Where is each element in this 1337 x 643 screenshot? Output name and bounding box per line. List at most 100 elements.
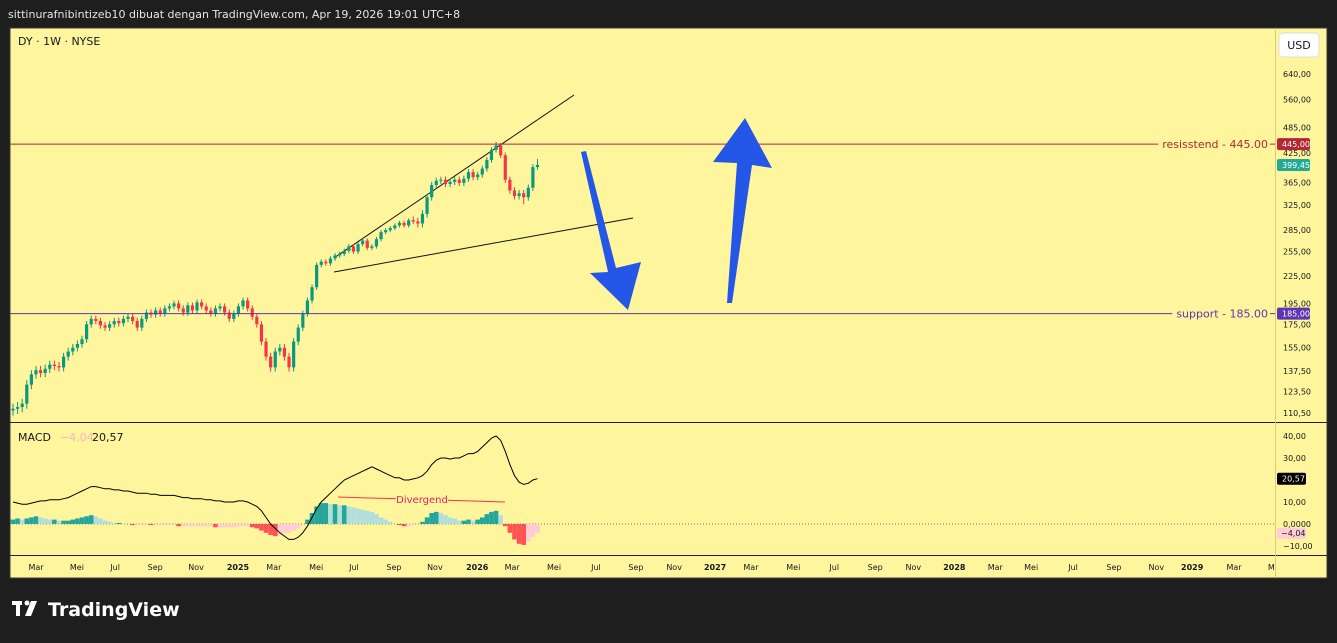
histogram-bar xyxy=(525,523,531,542)
candle-body xyxy=(361,240,365,245)
histogram-bar xyxy=(190,523,195,527)
level-tag xyxy=(1277,307,1310,320)
candle-body xyxy=(374,239,379,247)
histogram-bar xyxy=(24,518,30,524)
currency-label[interactable]: USD xyxy=(1287,39,1311,52)
price-pane: resisstend - 445.00 support - 185.00 xyxy=(10,94,1275,416)
candle-body xyxy=(471,172,475,178)
histogram-bar xyxy=(38,517,43,524)
histogram-bar xyxy=(364,510,370,524)
histogram-bar xyxy=(231,523,237,528)
brand-name: TradingView xyxy=(48,599,180,621)
candle-body xyxy=(246,300,250,309)
histogram-bar xyxy=(401,523,407,527)
y-tick-label: 195,00 xyxy=(1283,299,1311,308)
x-tick-label: Mei xyxy=(309,563,323,572)
x-tick-label: Nov xyxy=(188,563,204,572)
candle-body xyxy=(324,261,328,264)
x-tick-label: 2029 xyxy=(1181,563,1204,572)
y-tick-label: 255,00 xyxy=(1283,248,1311,257)
brand-logo xyxy=(12,600,37,616)
macd-pane xyxy=(10,435,1275,545)
histogram-bar xyxy=(498,515,503,524)
candle-body xyxy=(407,220,411,226)
histogram-bar xyxy=(56,520,62,524)
candle-body xyxy=(517,193,521,197)
histogram-bar xyxy=(171,523,177,526)
x-tick-label: Sep xyxy=(628,563,643,572)
histogram-bar xyxy=(84,516,89,524)
level-tag xyxy=(1277,138,1310,151)
candle-body xyxy=(370,246,374,248)
candle-body xyxy=(34,370,38,375)
histogram-tag-label: −4,04 xyxy=(1281,529,1306,538)
level-name: resisstend - 445.00 xyxy=(1162,138,1268,151)
candle-body xyxy=(384,230,388,233)
candle-body xyxy=(269,356,273,368)
candle-body xyxy=(172,303,176,307)
histogram-bar xyxy=(185,523,191,527)
candle-body xyxy=(485,159,489,169)
macd-tick-label: −10,00 xyxy=(1283,542,1313,551)
histogram-bar xyxy=(374,514,379,524)
candle-body xyxy=(98,321,103,326)
currency-button[interactable] xyxy=(1278,32,1320,58)
candle-body xyxy=(310,287,314,301)
histogram-bar xyxy=(424,517,430,524)
histogram-bar xyxy=(452,518,457,524)
candle-body xyxy=(85,324,89,340)
histogram-bar xyxy=(489,511,494,524)
histogram-bar xyxy=(314,506,319,524)
candle-body xyxy=(15,407,20,409)
histogram-bar xyxy=(507,523,513,533)
histogram-bar xyxy=(254,523,260,529)
candle-body xyxy=(204,306,208,311)
candle-body xyxy=(177,303,181,309)
x-tick-label: Mar xyxy=(505,563,521,572)
candle-body xyxy=(195,302,199,311)
histogram-bar xyxy=(530,523,536,538)
candle-body xyxy=(259,324,264,342)
histogram-bar xyxy=(33,516,39,524)
histogram-bar xyxy=(153,523,158,526)
macd-tick-label: 10,00 xyxy=(1283,498,1306,507)
histogram-bar xyxy=(213,523,218,528)
y-tick-label: 137,50 xyxy=(1283,367,1311,376)
x-tick-label: Jul xyxy=(590,563,601,572)
histogram-bar xyxy=(157,523,163,526)
histogram-bar xyxy=(355,508,361,524)
histogram-bar xyxy=(535,523,540,533)
candle-body xyxy=(526,187,530,198)
x-tick-label: Jul xyxy=(109,563,120,572)
x-tick-label: 2025 xyxy=(227,563,250,572)
y-tick-label: 110,50 xyxy=(1283,409,1311,418)
candle-body xyxy=(287,356,291,368)
level-tag-label: 185,00 xyxy=(1282,310,1310,319)
histogram-bar xyxy=(98,518,103,524)
histogram-bar xyxy=(410,523,416,526)
y-tick-label: 365,00 xyxy=(1283,178,1311,187)
candle-body xyxy=(94,318,98,322)
histogram-bar xyxy=(383,519,388,524)
candle-body xyxy=(112,321,116,325)
x-tick-label: Mei xyxy=(1024,563,1038,572)
histogram-bar xyxy=(176,523,181,527)
histogram-bar xyxy=(318,503,324,524)
candle-body xyxy=(508,179,512,191)
candle-body xyxy=(181,308,185,313)
histogram-bar xyxy=(148,523,154,526)
candle-body xyxy=(20,403,24,408)
candle-body xyxy=(89,318,93,325)
histogram-bar xyxy=(194,523,200,527)
histogram-bar xyxy=(52,519,57,524)
histogram-bar xyxy=(245,523,250,527)
histogram-bar xyxy=(70,519,76,524)
candle-body xyxy=(250,308,254,317)
annotation-bg xyxy=(396,493,448,506)
macd-tag-label: 20,57 xyxy=(1282,475,1305,484)
histogram-bar xyxy=(79,517,85,524)
level-name-bg xyxy=(1172,306,1270,321)
candle-body xyxy=(11,408,15,411)
candle-body xyxy=(333,255,337,259)
